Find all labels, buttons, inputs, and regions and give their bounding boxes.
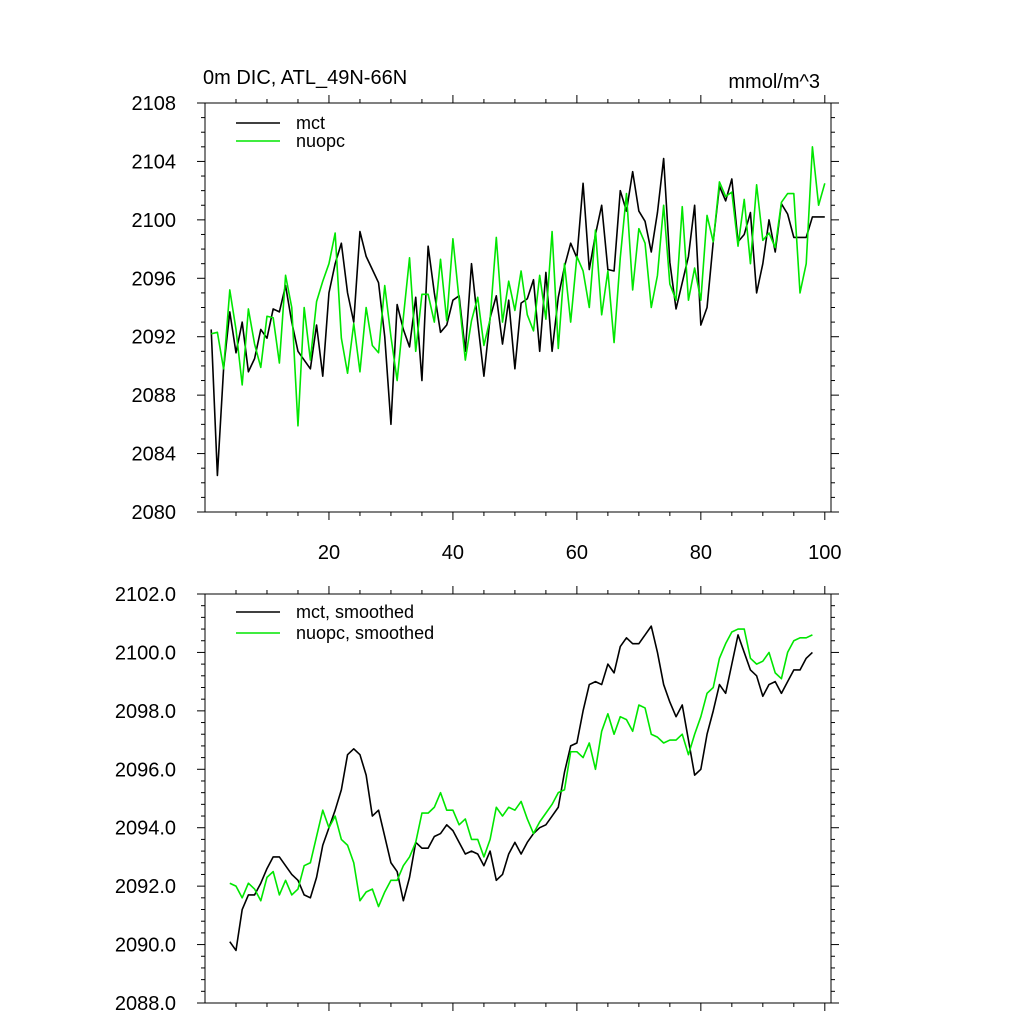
axis-ticks-bottom (197, 586, 839, 1011)
x-tick-label: 40 (442, 542, 464, 564)
series-lines-bottom (229, 625, 813, 952)
legend-label-nuopc-smoothed: nuopc, smoothed (296, 623, 434, 643)
y-tick-label: 2102.0 (115, 584, 176, 606)
legend-label-nuopc: nuopc (296, 131, 345, 151)
y-tick-label: 2092.0 (115, 876, 176, 898)
plot-frame-top (204, 102, 832, 513)
y-tick-label: 2100 (132, 210, 177, 232)
y-tick-label: 2108 (132, 93, 177, 115)
y-tick-label: 2084 (132, 444, 177, 466)
series-line-mct-smoothed (229, 625, 813, 952)
chart-units: mmol/m^3 (728, 71, 820, 93)
axis-ticks-top (197, 95, 839, 520)
series-line-mct (210, 157, 825, 477)
x-tick-labels-top: 20 40 60 80 100 (318, 542, 842, 564)
series-line-nuopc (211, 146, 826, 427)
x-tick-label: 80 (690, 542, 712, 564)
chart-title: 0m DIC, ATL_49N-66N (203, 67, 407, 89)
y-tick-label: 2080 (132, 502, 177, 524)
legend-label-mct: mct (296, 113, 325, 133)
legend-bottom: mct, smoothed nuopc, smoothed (236, 602, 434, 643)
x-tick-label: 100 (808, 542, 841, 564)
panel-top-chart: 0m DIC, ATL_49N-66N mmol/m^3 20802084208… (132, 67, 842, 564)
legend-top: mct nuopc (236, 113, 345, 151)
y-tick-label: 2096.0 (115, 759, 176, 781)
y-tick-label: 2088 (132, 385, 177, 407)
y-tick-label: 2100.0 (115, 642, 176, 664)
y-tick-labels-top: 2080 2084 2088 2092 2096 2100 2104 2108 (132, 93, 177, 524)
x-tick-label: 60 (566, 542, 588, 564)
legend-label-mct-smoothed: mct, smoothed (296, 602, 414, 622)
y-tick-label: 2092 (132, 327, 177, 349)
x-tick-label: 20 (318, 542, 340, 564)
y-tick-label: 2090.0 (115, 935, 176, 957)
y-tick-label: 2098.0 (115, 701, 176, 723)
y-tick-label: 2088.0 (115, 993, 176, 1015)
y-tick-label: 2096 (132, 268, 177, 290)
y-tick-label: 2104 (132, 151, 177, 173)
plot-frame-bottom (204, 593, 832, 1004)
y-tick-labels-bottom: 2088.0 2090.0 2092.0 2094.0 2096.0 2098.0 2100… (115, 584, 176, 1015)
y-tick-label: 2094.0 (115, 818, 176, 840)
series-line-nuopc-smoothed (229, 628, 813, 908)
series-lines-top (210, 146, 826, 477)
panel-bottom-chart: 2088.0 2090.0 2092.0 2094.0 2096.0 2098.0 2100… (115, 584, 839, 1015)
